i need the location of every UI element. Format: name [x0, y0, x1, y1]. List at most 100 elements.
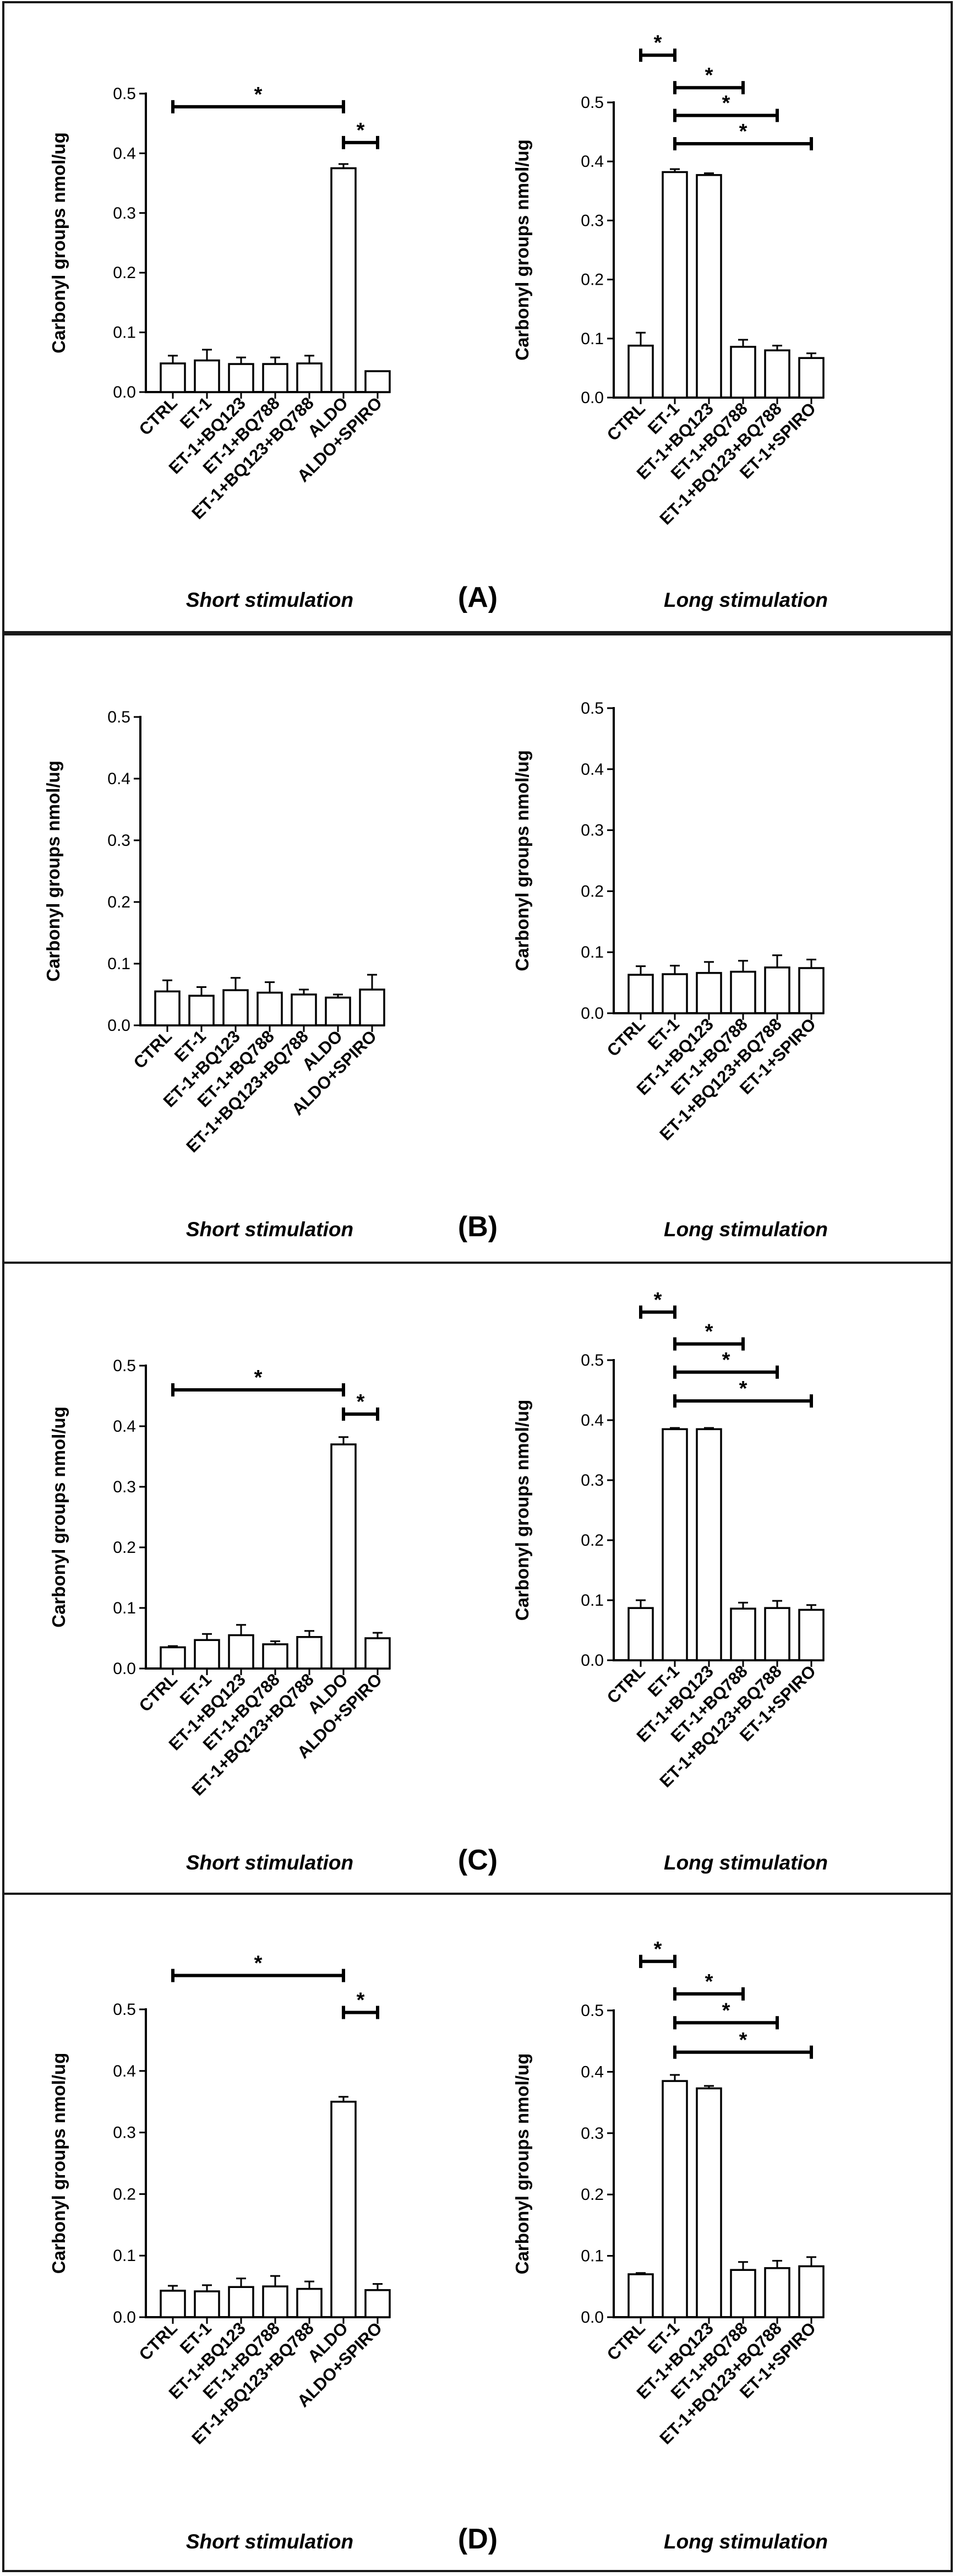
- stimulation-caption: Long stimulation: [664, 589, 828, 611]
- chart-1-long: 0.0 0.1 0.2 0.3 0.4 0.5 Carbonyl groups nmol/u…: [512, 31, 828, 611]
- significance-star: *: [254, 1952, 263, 1975]
- y-tick-label: 0.1: [581, 1591, 604, 1610]
- y-tick-label: 0.1: [113, 1599, 136, 1617]
- y-tick-label: 0.4: [581, 2063, 604, 2081]
- bar: [696, 1428, 722, 1661]
- y-tick-label: 0.5: [107, 708, 130, 726]
- bar: [194, 2290, 220, 2318]
- bar: [330, 1443, 357, 1670]
- y-tick-label: 0.3: [581, 211, 604, 230]
- bar: [764, 1607, 790, 1661]
- category-label: CTRL: [603, 1661, 649, 1707]
- bar: [228, 363, 254, 393]
- chart-3-long: 0.0 0.1 0.2 0.3 0.4 0.5 Carbonyl groups nmol/u…: [512, 1289, 828, 1874]
- bar: [296, 362, 323, 393]
- bar: [222, 989, 249, 1026]
- panel-border: [2, 631, 953, 1264]
- significance-star: *: [357, 119, 365, 142]
- category-label: CTRL: [135, 1670, 181, 1715]
- y-tick-label: 0.5: [113, 1357, 136, 1375]
- category-label: CTRL: [130, 1026, 176, 1072]
- category-label: CTRL: [135, 393, 181, 439]
- y-tick-label: 0.3: [107, 832, 130, 850]
- significance-star: *: [705, 1320, 713, 1344]
- bar: [730, 970, 756, 1014]
- y-tick-label: 0.3: [581, 822, 604, 840]
- bar: [662, 1428, 688, 1661]
- bar: [262, 363, 288, 393]
- bar: [194, 1639, 220, 1670]
- y-tick-label: 0.3: [113, 1478, 136, 1496]
- y-tick-label: 0.1: [107, 955, 130, 973]
- y-axis-label: Carbonyl groups nmol/ug: [512, 1400, 532, 1621]
- y-tick-label: 0.5: [581, 94, 604, 112]
- y-tick-label: 0.4: [581, 1411, 604, 1430]
- y-tick-label: 0.4: [581, 153, 604, 171]
- stimulation-caption: Short stimulation: [186, 1218, 353, 1241]
- y-tick-label: 0.3: [581, 1471, 604, 1490]
- bar: [662, 2080, 688, 2318]
- category-label: CTRL: [603, 2318, 649, 2364]
- y-tick-label: 0.3: [581, 2124, 604, 2143]
- y-tick-label: 0.4: [113, 144, 136, 162]
- y-tick-label: 0.5: [581, 2002, 604, 2020]
- bar: [798, 1608, 825, 1661]
- bar: [798, 967, 825, 1014]
- bar: [764, 966, 790, 1014]
- y-tick-label: 0.0: [107, 1017, 130, 1035]
- bar: [291, 993, 317, 1026]
- y-tick-label: 0.2: [107, 893, 130, 911]
- bar: [696, 2087, 722, 2318]
- significance-star: *: [722, 1999, 730, 2022]
- bar: [188, 994, 215, 1026]
- panel-label: (D): [458, 2523, 498, 2555]
- y-axis-label: Carbonyl groups nmol/ug: [512, 139, 532, 361]
- bar: [330, 2100, 357, 2318]
- y-tick-label: 0.5: [113, 2001, 136, 2019]
- y-tick-label: 0.0: [581, 1651, 604, 1670]
- y-tick-label: 0.0: [113, 383, 136, 401]
- bar: [627, 1607, 654, 1661]
- bar: [160, 1646, 186, 1670]
- y-tick-label: 0.4: [113, 1417, 136, 1436]
- bar: [798, 357, 825, 399]
- y-tick-label: 0.3: [113, 2124, 136, 2142]
- bar: [160, 362, 186, 393]
- significance-star: *: [254, 1366, 263, 1389]
- stimulation-caption: Long stimulation: [664, 1218, 828, 1241]
- y-tick-label: 0.5: [581, 1351, 604, 1369]
- bar: [696, 174, 722, 399]
- significance-star: *: [739, 120, 747, 143]
- y-axis-label: Carbonyl groups nmol/ug: [512, 2053, 532, 2275]
- y-axis-label: Carbonyl groups nmol/ug: [48, 132, 69, 354]
- chart-2-long: 0.0 0.1 0.2 0.3 0.4 0.5 Carbonyl groups nmol/u…: [512, 699, 828, 1241]
- y-tick-label: 0.4: [581, 760, 604, 779]
- bar: [257, 991, 283, 1026]
- significance-star: *: [654, 1289, 662, 1312]
- significance-star: *: [705, 1970, 713, 1993]
- chart-3-short: 0.0 0.1 0.2 0.3 0.4 0.5 Carbonyl groups nmol/u…: [48, 1357, 391, 1874]
- y-tick-label: 0.4: [107, 770, 130, 788]
- y-tick-label: 0.2: [113, 1539, 136, 1557]
- bar: [627, 974, 654, 1014]
- stimulation-caption: Short stimulation: [186, 1851, 353, 1874]
- y-tick-label: 0.1: [581, 2247, 604, 2265]
- bar: [228, 1634, 254, 1670]
- chart-1-short: 0.0 0.1 0.2 0.3 0.4 0.5 Carbonyl groups nmol/u…: [48, 83, 391, 611]
- stimulation-caption: Long stimulation: [664, 1851, 828, 1874]
- bar: [627, 344, 654, 399]
- y-tick-label: 0.1: [581, 330, 604, 348]
- panel-2: (B) 0.0 0.1 0.2 0.3 0.4 0.5 Carbonyl groups nmo…: [2, 631, 953, 1264]
- category-label: CTRL: [135, 2318, 181, 2364]
- category-label: CTRL: [603, 399, 649, 444]
- y-tick-label: 0.1: [113, 324, 136, 342]
- y-tick-label: 0.2: [581, 1531, 604, 1550]
- significance-star: *: [654, 1938, 662, 1961]
- bar: [764, 349, 790, 399]
- panel-3: (C) 0.0 0.1 0.2 0.3 0.4 0.5 Carbonyl groups nmo…: [2, 1262, 953, 1895]
- bar: [296, 1636, 323, 1670]
- panel-border: [2, 1, 953, 635]
- y-tick-label: 0.5: [581, 699, 604, 718]
- y-tick-label: 0.2: [113, 264, 136, 282]
- significance-star: *: [705, 64, 713, 87]
